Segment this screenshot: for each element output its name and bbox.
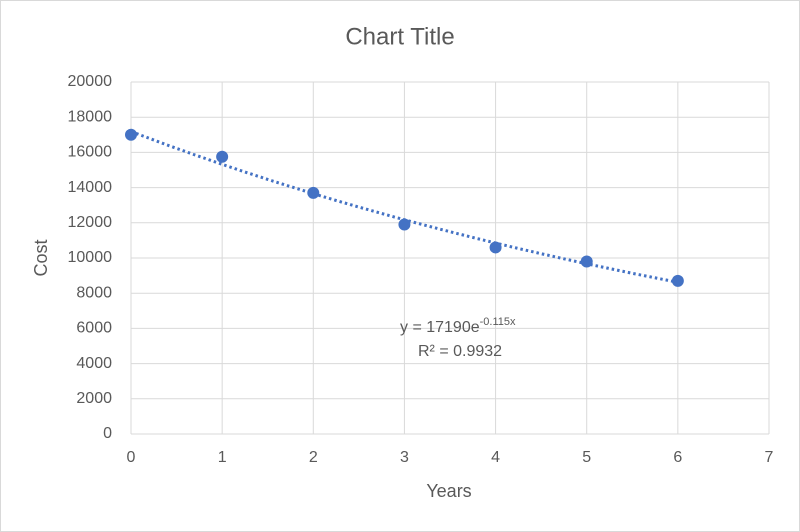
equation-exponent: -0.115x [480,316,516,328]
data-point [398,218,411,231]
data-point [307,186,320,199]
x-tick-label: 1 [218,449,227,466]
y-tick-label: 16000 [68,144,113,161]
y-tick-label: 8000 [76,284,112,301]
chart-title: Chart Title [345,23,454,50]
x-tick-label: 2 [309,449,318,466]
y-tick-label: 4000 [76,355,112,372]
y-axis-label: Cost [31,239,51,276]
y-tick-label: 0 [103,425,112,442]
x-tick-label: 4 [491,449,500,466]
x-tick-label: 0 [127,449,136,466]
y-tick-label: 2000 [76,390,112,407]
data-point [125,128,137,141]
trendline-r-squared: R² = 0.9932 [418,343,502,360]
data-point [489,241,502,254]
y-tick-label: 14000 [68,179,113,196]
data-point [580,255,593,268]
data-point [216,150,229,163]
trendline-equation: y = 17190e-0.115x [400,316,516,336]
y-tick-label: 10000 [68,249,113,266]
y-tick-label: 18000 [68,108,113,125]
x-tick-label: 7 [765,449,774,466]
x-tick-label: 5 [582,449,591,466]
data-point [671,274,684,287]
y-tick-label: 20000 [68,73,113,90]
y-tick-label: 6000 [76,320,112,337]
x-tick-label: 3 [400,449,409,466]
x-tick-label: 6 [673,449,682,466]
equation-text: y = 17190e [400,319,480,336]
x-axis-label: Years [426,481,471,501]
y-tick-label: 12000 [68,214,113,231]
